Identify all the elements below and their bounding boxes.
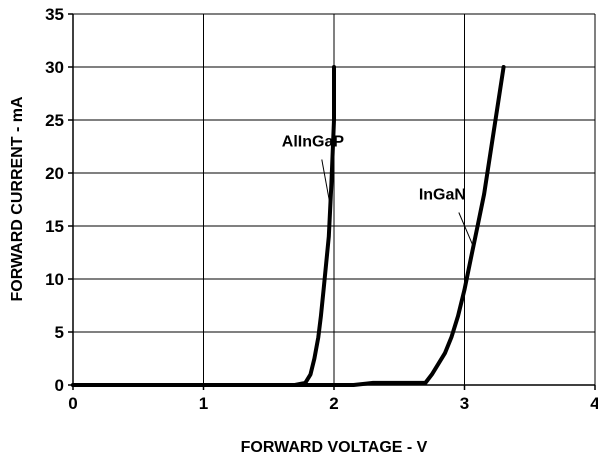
y-axis-title: FORWARD CURRENT - mA: [9, 96, 26, 301]
axes: [68, 13, 596, 390]
annotation-label-alingap: AlInGaP: [282, 134, 345, 151]
annotation-layer: AlInGaP InGaN: [282, 134, 475, 248]
annotation-leader-alingap: [321, 159, 331, 205]
tick-labels: 0 1 2 3 4 0 5 10 15 20 25 30 35: [45, 5, 598, 413]
series-line-ingan: [71, 65, 506, 387]
x-tick-label: 1: [199, 394, 208, 413]
x-tick-label: 3: [460, 394, 469, 413]
y-tick-label: 25: [45, 111, 64, 130]
y-tick-label: 0: [55, 376, 64, 395]
x-tick-label: 4: [590, 394, 598, 413]
y-tick-label: 35: [45, 5, 64, 24]
x-axis-title: FORWARD VOLTAGE - V: [241, 439, 428, 456]
y-tick-label: 5: [55, 323, 64, 342]
annotation-label-ingan: InGaN: [419, 187, 466, 204]
y-tick-label: 30: [45, 58, 64, 77]
annotation-leader-ingan: [458, 212, 475, 248]
series-layer: [71, 65, 506, 387]
x-tick-label: 2: [329, 394, 338, 413]
y-tick-label: 20: [45, 164, 64, 183]
y-tick-label: 10: [45, 270, 64, 289]
x-tick-label: 0: [68, 394, 77, 413]
series-line-alingap: [71, 65, 336, 387]
y-tick-label: 15: [45, 217, 64, 236]
